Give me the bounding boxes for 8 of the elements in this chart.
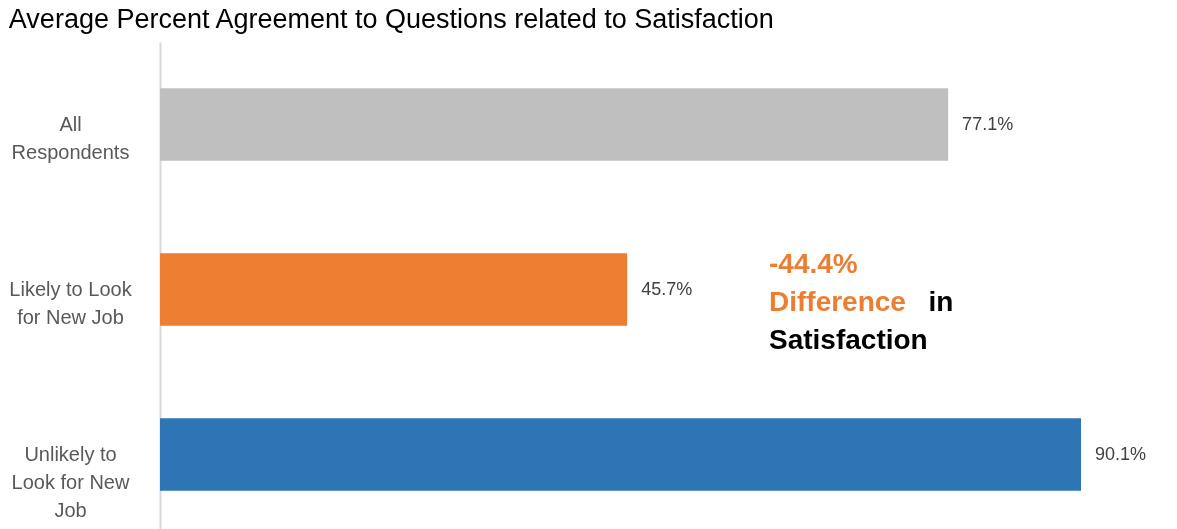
y-tick-label: All Respondents	[11, 112, 130, 163]
y-tick-label: Unlikely to Look for New Job	[11, 442, 130, 521]
data-label: 45.7%	[641, 278, 693, 299]
chart-title: Average Percent Agreement to Questions related to Satisfaction	[8, 4, 774, 34]
data-label: 90.1%	[1095, 443, 1147, 464]
data-label: 77.1%	[962, 113, 1014, 134]
y-tick-label: Likely to Look for New Job	[9, 277, 133, 328]
annotation: -44.4% Difference in Satisfaction	[769, 248, 954, 355]
